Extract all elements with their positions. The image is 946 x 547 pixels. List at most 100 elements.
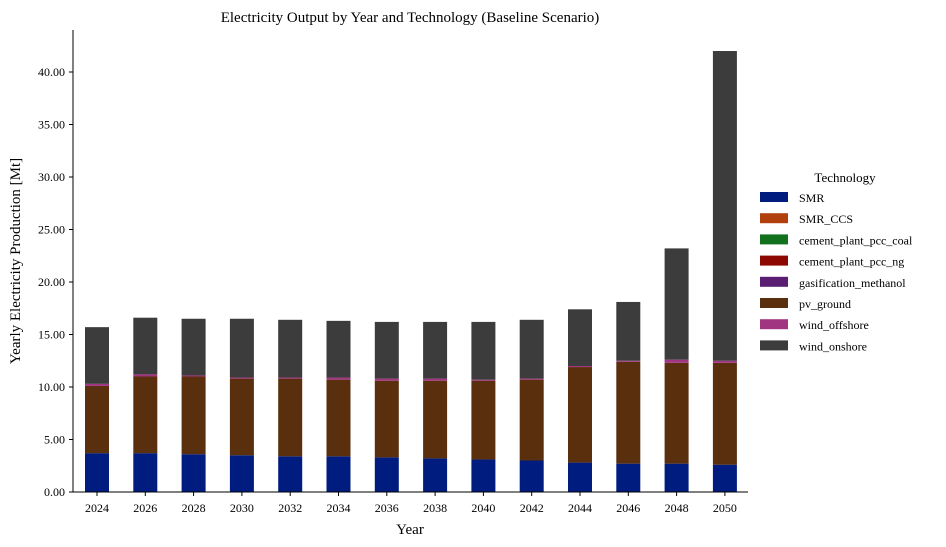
- legend-label-wind-offshore: wind_offshore: [799, 318, 869, 332]
- x-tick-label: 2034: [327, 501, 351, 515]
- legend: Technology SMR SMR_CCS cement_plant_pcc_co…: [760, 170, 913, 353]
- bar-segment-pv-ground-2048: [664, 362, 689, 464]
- bar-segment-wind-offshore-2038: [423, 378, 448, 381]
- bar-segment-SMR-2030: [229, 455, 254, 492]
- x-tick-label: 2048: [665, 501, 689, 515]
- legend-label-gasification-methanol: gasification_methanol: [799, 276, 906, 290]
- x-tick-label: 2050: [713, 501, 737, 515]
- bar-segment-pv-ground-2034: [326, 379, 351, 457]
- bar-segment-pv-ground-2040: [471, 380, 496, 460]
- legend-swatch-cement-plant-pcc-coal: [760, 234, 788, 245]
- legend-swatch-wind-onshore: [760, 340, 788, 351]
- bar-segment-wind-onshore-2044: [568, 309, 592, 366]
- bar-segment-SMR-2042: [519, 460, 544, 492]
- bar-segment-wind-onshore-2046: [616, 301, 641, 361]
- bars-group: [85, 51, 737, 492]
- bar-segment-pv-ground-2030: [229, 378, 254, 456]
- bar-segment-wind-onshore-2024: [85, 327, 109, 384]
- bar-segment-pv-ground-2046: [616, 361, 641, 464]
- y-axis: 0.00 5.00 10.00 15.00 20.00 25.00 30.00 35.00 40…: [38, 30, 74, 499]
- y-tick-label: 20.00: [38, 275, 65, 289]
- legend-label-cement-plant-pcc-coal: cement_plant_pcc_coal: [799, 233, 913, 247]
- bar-segment-pv-ground-2036: [374, 380, 399, 458]
- x-tick-label: 2036: [375, 501, 399, 515]
- bar-segment-wind-offshore-2024: [85, 383, 109, 386]
- bar-segment-SMR-2044: [568, 462, 592, 492]
- bar-segment-pv-ground-2028: [181, 376, 206, 455]
- y-tick-label: 40.00: [38, 65, 65, 79]
- x-axis-title: Year: [396, 522, 424, 538]
- bar-segment-wind-offshore-2042: [519, 378, 544, 380]
- bar-segment-SMR-2048: [664, 463, 689, 492]
- legend-swatch-wind-offshore: [760, 319, 788, 330]
- bar-segment-wind-onshore-2030: [229, 318, 254, 378]
- bar-segment-SMR-2024: [85, 453, 109, 492]
- y-tick-label: 10.00: [38, 380, 65, 394]
- bar-segment-pv-ground-2026: [133, 376, 158, 454]
- legend-swatch-cement-plant-pcc-ng: [760, 255, 788, 266]
- legend-label-SMR-CCS: SMR_CCS: [799, 212, 853, 226]
- bar-segment-pv-ground-2042: [519, 379, 544, 461]
- bar-segment-SMR-2034: [326, 456, 351, 492]
- bar-segment-wind-onshore-2048: [664, 248, 689, 360]
- bar-segment-SMR-2040: [471, 459, 496, 492]
- bar-segment-SMR-2046: [616, 463, 641, 492]
- legend-label-SMR: SMR: [799, 191, 824, 205]
- bar-segment-wind-onshore-2042: [519, 319, 544, 379]
- bar-segment-wind-onshore-2032: [278, 319, 303, 378]
- y-tick-label: 15.00: [38, 328, 65, 342]
- bar-segment-wind-offshore-2032: [278, 377, 303, 379]
- x-tick-label: 2030: [230, 501, 254, 515]
- bar-segment-SMR-2026: [133, 453, 158, 492]
- x-tick-label: 2024: [85, 501, 109, 515]
- bar-segment-wind-onshore-2040: [471, 321, 496, 380]
- y-tick-label: 0.00: [44, 485, 65, 499]
- bar-segment-wind-offshore-2050: [712, 360, 737, 363]
- x-tick-label: 2044: [568, 501, 592, 515]
- bar-segment-pv-ground-2024: [85, 385, 109, 454]
- x-tick-label: 2046: [616, 501, 640, 515]
- y-axis-title: Yearly Electricity Production [Mt]: [8, 158, 24, 364]
- x-tick-label: 2026: [133, 501, 157, 515]
- legend-swatch-gasification-methanol: [760, 276, 788, 287]
- bar-segment-pv-ground-2050: [712, 362, 737, 465]
- bar-segment-pv-ground-2044: [568, 367, 592, 463]
- bar-segment-wind-offshore-2030: [229, 377, 254, 379]
- bar-segment-wind-onshore-2038: [423, 321, 448, 379]
- legend-swatch-SMR: [760, 192, 788, 202]
- legend-label-pv-ground: pv_ground: [799, 297, 851, 311]
- bar-segment-wind-offshore-2048: [664, 359, 689, 363]
- bar-segment-pv-ground-2032: [278, 378, 303, 457]
- bar-segment-SMR-2038: [423, 458, 448, 492]
- legend-label-cement-plant-pcc-ng: cement_plant_pcc_ng: [799, 255, 904, 269]
- y-tick-label: 25.00: [38, 223, 65, 237]
- bar-segment-wind-offshore-2034: [326, 377, 351, 380]
- y-tick-label: 35.00: [38, 118, 65, 132]
- bar-segment-wind-offshore-2028: [181, 375, 206, 377]
- x-tick-label: 2028: [182, 501, 206, 515]
- x-tick-label: 2042: [520, 501, 544, 515]
- bar-segment-wind-offshore-2046: [616, 360, 641, 362]
- y-tick-label: 30.00: [38, 170, 65, 184]
- legend-swatch-pv-ground: [760, 298, 788, 308]
- bar-segment-wind-onshore-2028: [181, 318, 206, 376]
- bar-segment-wind-onshore-2036: [374, 321, 399, 379]
- bar-segment-wind-offshore-2036: [374, 378, 399, 381]
- bar-segment-pv-ground-2038: [423, 380, 448, 459]
- x-tick-label: 2032: [278, 501, 302, 515]
- bar-segment-SMR-2032: [278, 456, 303, 492]
- bar-segment-SMR-2050: [712, 464, 737, 492]
- x-tick-label: 2038: [423, 501, 447, 515]
- legend-label-wind-onshore: wind_onshore: [799, 339, 867, 353]
- bar-segment-wind-onshore-2026: [133, 317, 158, 375]
- legend-swatch-SMR-CCS: [760, 213, 788, 224]
- y-tick-label: 5.00: [44, 433, 65, 447]
- bar-segment-SMR-2036: [374, 457, 399, 492]
- chart-title: Electricity Output by Year and Technolog…: [221, 10, 600, 26]
- bar-segment-wind-onshore-2034: [326, 320, 351, 378]
- x-tick-label: 2040: [471, 501, 495, 515]
- bar-segment-wind-onshore-2050: [712, 51, 737, 361]
- bar-segment-wind-offshore-2026: [133, 374, 158, 377]
- bar-segment-wind-offshore-2040: [471, 379, 496, 381]
